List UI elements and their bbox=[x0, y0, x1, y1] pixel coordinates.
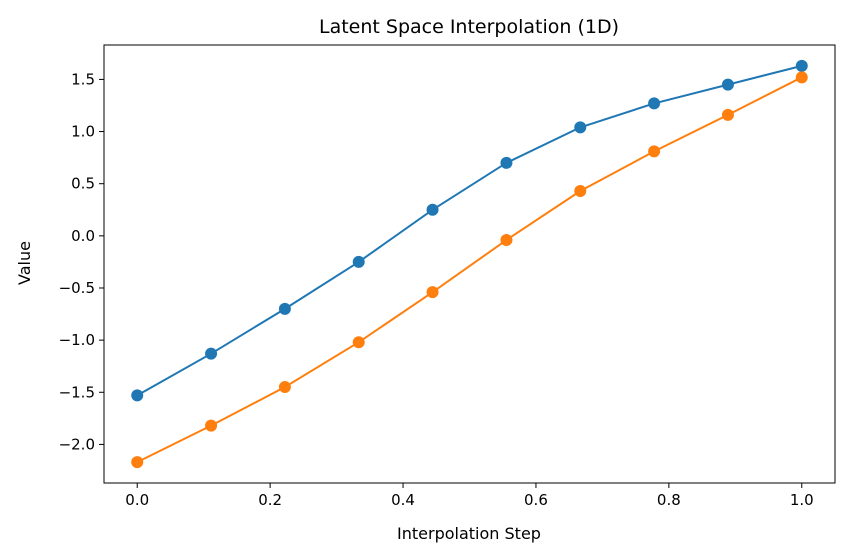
y-tick-label: −1.0 bbox=[59, 331, 95, 349]
series-1-point bbox=[721, 78, 734, 91]
series-2-point bbox=[131, 456, 144, 469]
series-2-point bbox=[574, 185, 587, 197]
y-tick-label: −2.0 bbox=[59, 435, 95, 453]
y-tick-label: −1.5 bbox=[59, 383, 95, 401]
x-tick-label: 0.6 bbox=[524, 491, 548, 509]
x-tick-label: 0.8 bbox=[657, 491, 681, 509]
series-2-point bbox=[795, 71, 808, 84]
chart-title: Latent Space Interpolation (1D) bbox=[319, 16, 619, 38]
x-axis-label: Interpolation Step bbox=[397, 524, 541, 543]
series-1-point bbox=[500, 156, 513, 169]
series-1-point bbox=[574, 121, 587, 134]
y-tick-label: 0.0 bbox=[71, 227, 95, 245]
series-1-point bbox=[795, 59, 808, 72]
x-tick-label: 0.2 bbox=[258, 491, 282, 509]
y-tick-label: −0.5 bbox=[59, 279, 95, 297]
series-1-point bbox=[131, 389, 144, 402]
series-1-point bbox=[352, 255, 365, 268]
series-2-point bbox=[352, 336, 365, 349]
series-2-point bbox=[426, 286, 439, 299]
x-tick-label: 0.4 bbox=[391, 491, 415, 509]
x-tick-label: 0.0 bbox=[125, 491, 149, 509]
series-1-point bbox=[205, 347, 218, 360]
y-axis-label: Value bbox=[15, 241, 34, 285]
series-1-point bbox=[648, 97, 661, 110]
y-tick-label: 0.5 bbox=[71, 175, 95, 193]
series-2-point bbox=[648, 145, 661, 158]
plot-frame bbox=[103, 44, 836, 484]
y-tick-label: 1.0 bbox=[71, 123, 95, 141]
series-1-line bbox=[136, 64, 803, 397]
series-2-point bbox=[500, 234, 513, 247]
series-1-point bbox=[426, 203, 439, 216]
y-tick-label: 1.5 bbox=[71, 70, 95, 88]
x-tick-label: 1.0 bbox=[790, 491, 814, 509]
series-2-line bbox=[136, 76, 803, 464]
plot-area: 0.0 0.2 0.4 0.6 0.8 1.0 −2.0 −1.5 −1.0 −0.5 0.0 0.5… bbox=[59, 44, 836, 509]
series-2-point bbox=[278, 381, 291, 394]
series-1-point bbox=[278, 302, 291, 315]
series-2-point bbox=[205, 419, 218, 432]
series-2-point bbox=[721, 108, 734, 121]
